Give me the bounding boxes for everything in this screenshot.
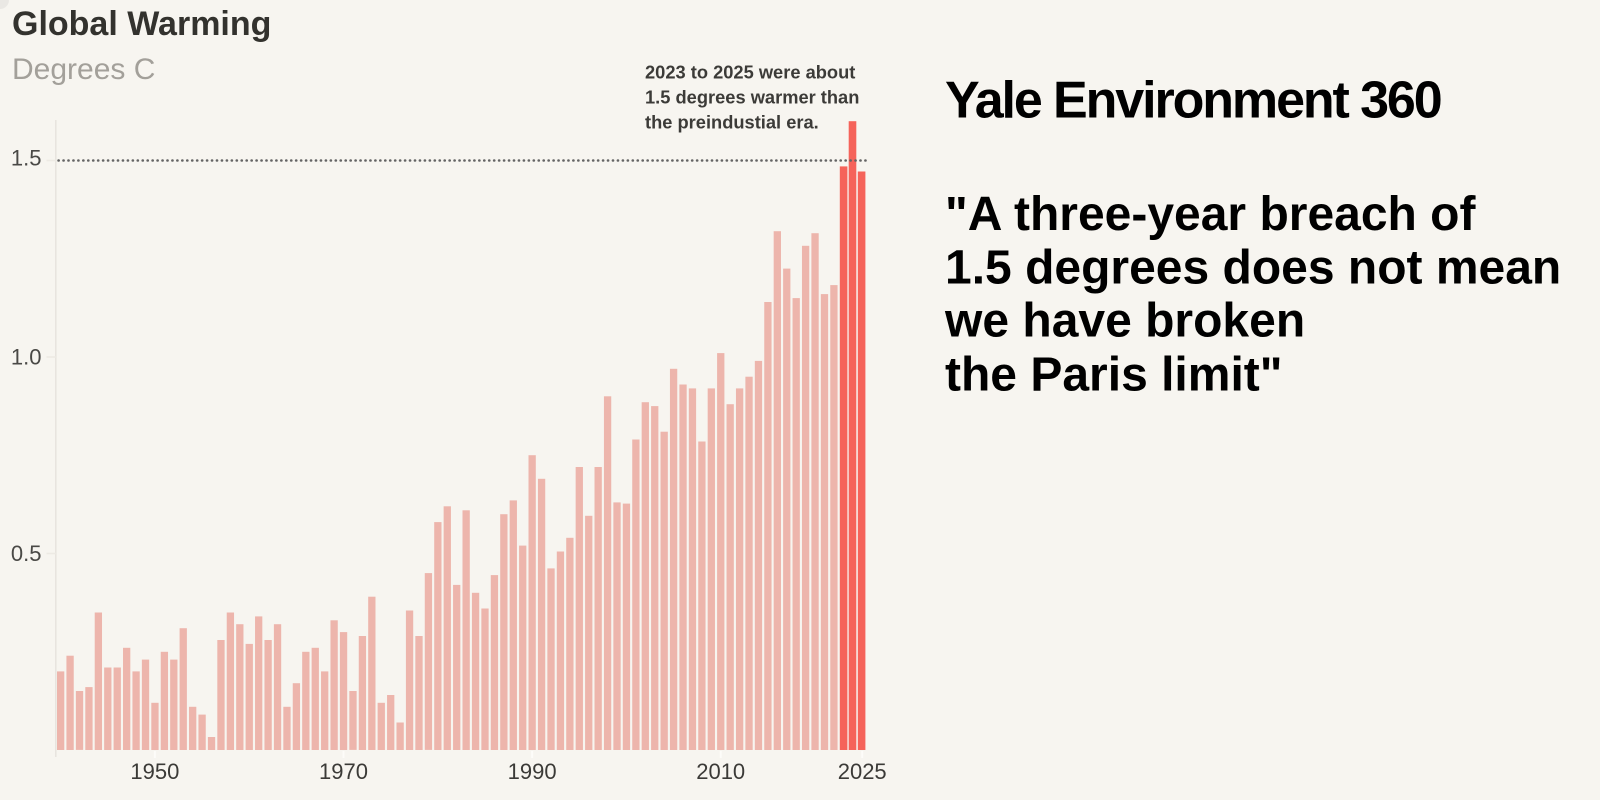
svg-text:1.0: 1.0 bbox=[11, 345, 42, 370]
svg-text:the Paris limit": the Paris limit" bbox=[945, 348, 1283, 401]
svg-text:1.5 degrees does not mean: 1.5 degrees does not mean bbox=[945, 241, 1561, 294]
svg-text:"A three-year breach of: "A three-year breach of bbox=[945, 188, 1477, 241]
svg-text:Degrees C: Degrees C bbox=[12, 53, 155, 86]
svg-text:1950: 1950 bbox=[130, 759, 179, 784]
svg-text:2010: 2010 bbox=[696, 759, 745, 784]
svg-text:the preindustial era.: the preindustial era. bbox=[645, 112, 819, 133]
svg-text:Global Warming: Global Warming bbox=[12, 5, 271, 43]
svg-text:2023 to 2025 were about: 2023 to 2025 were about bbox=[645, 62, 855, 83]
svg-text:Yale Environment 360: Yale Environment 360 bbox=[945, 72, 1441, 130]
svg-text:we have broken: we have broken bbox=[944, 295, 1305, 348]
svg-text:1.5: 1.5 bbox=[11, 146, 42, 171]
svg-text:0.5: 0.5 bbox=[11, 541, 42, 566]
svg-text:2025: 2025 bbox=[838, 759, 887, 784]
svg-text:1.5 degrees warmer than: 1.5 degrees warmer than bbox=[645, 87, 859, 108]
svg-text:1990: 1990 bbox=[508, 759, 557, 784]
svg-text:1970: 1970 bbox=[319, 759, 368, 784]
